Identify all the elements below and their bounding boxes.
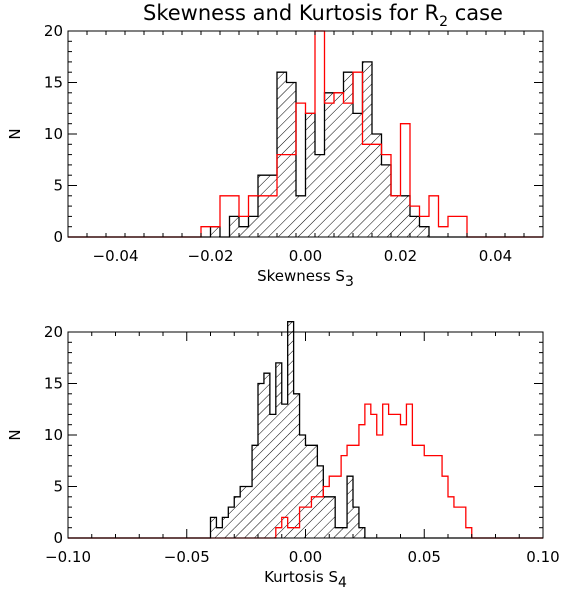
x-tick-label: −0.05: [164, 548, 210, 566]
y-tick-label: 5: [53, 478, 63, 496]
histogram-bar: [269, 414, 276, 538]
histogram-bar: [248, 216, 258, 237]
x-tick-label: 0.10: [526, 548, 559, 566]
histogram-bar: [210, 517, 217, 538]
x-axis-label: Kurtosis S4: [264, 568, 347, 591]
histogram-bar: [372, 134, 382, 237]
histogram-bar: [323, 496, 330, 538]
skewness-panel: −0.04 −0.02 0.00 0.02 0.04 0 5 10 15 20 N Skewnes…: [6, 22, 544, 290]
histogram-bar: [419, 226, 429, 237]
histogram-bar: [281, 404, 288, 538]
y-axis-label: N: [6, 429, 24, 440]
histogram-bar: [234, 496, 241, 538]
histogram-bar: [210, 226, 220, 237]
x-tick-label: 0.00: [289, 548, 322, 566]
histogram-bar: [381, 164, 391, 237]
histogram-bar: [263, 373, 270, 538]
hatched-histogram: [68, 61, 543, 238]
histogram-bar: [353, 507, 359, 538]
x-tick-label: 0.02: [384, 247, 417, 265]
histogram-bar: [228, 507, 235, 538]
y-tick-label: 15: [44, 74, 63, 92]
histogram-bar: [287, 321, 294, 538]
histogram-bar: [358, 527, 365, 538]
histogram-outline: [68, 30, 543, 238]
y-axis-label: N: [6, 128, 24, 139]
y-tick-label: 0: [53, 529, 63, 547]
histogram-bar: [362, 61, 372, 238]
histogram-bar: [258, 383, 264, 538]
x-tick-label: −0.02: [188, 247, 234, 265]
histogram-bar: [222, 517, 229, 538]
x-tick-label: −0.04: [93, 247, 139, 265]
x-tick-label: 0.00: [289, 247, 322, 265]
x-tick-label: 0.04: [479, 247, 512, 265]
y-tick-label: 0: [53, 228, 63, 246]
histogram-bar: [315, 154, 325, 237]
histogram-bar: [305, 113, 315, 237]
y-tick-label: 20: [44, 323, 63, 341]
histogram-bar: [229, 216, 239, 237]
histogram-bar: [252, 445, 258, 538]
histogram-bar: [410, 216, 420, 237]
histogram-bar: [353, 113, 363, 237]
histogram-bar: [239, 226, 249, 237]
x-axis-label: Skewness S3: [257, 267, 354, 290]
histogram-outline: [68, 61, 543, 238]
histogram-bar: [275, 362, 282, 538]
histogram-bar: [341, 527, 348, 538]
histogram-bar: [267, 175, 277, 237]
histogram-bar: [400, 195, 410, 237]
histogram-bar: [286, 82, 296, 237]
histogram-bar: [334, 92, 344, 237]
histogram-bar: [335, 527, 342, 538]
outline-histogram: [68, 30, 543, 238]
y-tick-label: 20: [44, 22, 63, 40]
histogram-bar: [258, 175, 268, 237]
x-tick-label: 0.05: [408, 548, 441, 566]
histogram-bar: [329, 496, 336, 538]
histogram-bar: [216, 527, 223, 538]
x-tick-label: −0.10: [45, 548, 91, 566]
histogram-bar: [293, 393, 300, 538]
histogram-bar: [343, 72, 353, 237]
y-tick-label: 15: [44, 375, 63, 393]
kurtosis-panel: −0.10 −0.05 0.00 0.05 0.10 0 5 10 15 20 N Kurtosi…: [6, 321, 560, 591]
y-tick-label: 5: [53, 177, 63, 195]
histogram-bar: [296, 195, 306, 237]
y-tick-label: 10: [44, 426, 63, 444]
y-tick-label: 10: [44, 125, 63, 143]
histogram-bar: [246, 486, 253, 538]
hatched-histogram: [68, 321, 543, 539]
histogram-bar: [324, 92, 334, 237]
chart-title: Skewness and Kurtosis for R2 case: [143, 1, 503, 30]
histogram-bar: [240, 486, 247, 538]
histogram-bar: [305, 445, 312, 538]
histogram-bar: [299, 435, 306, 538]
histogram-bar: [391, 195, 401, 237]
histogram-bar: [347, 476, 353, 538]
histogram-bar: [311, 445, 318, 538]
histogram-bar: [317, 465, 324, 538]
